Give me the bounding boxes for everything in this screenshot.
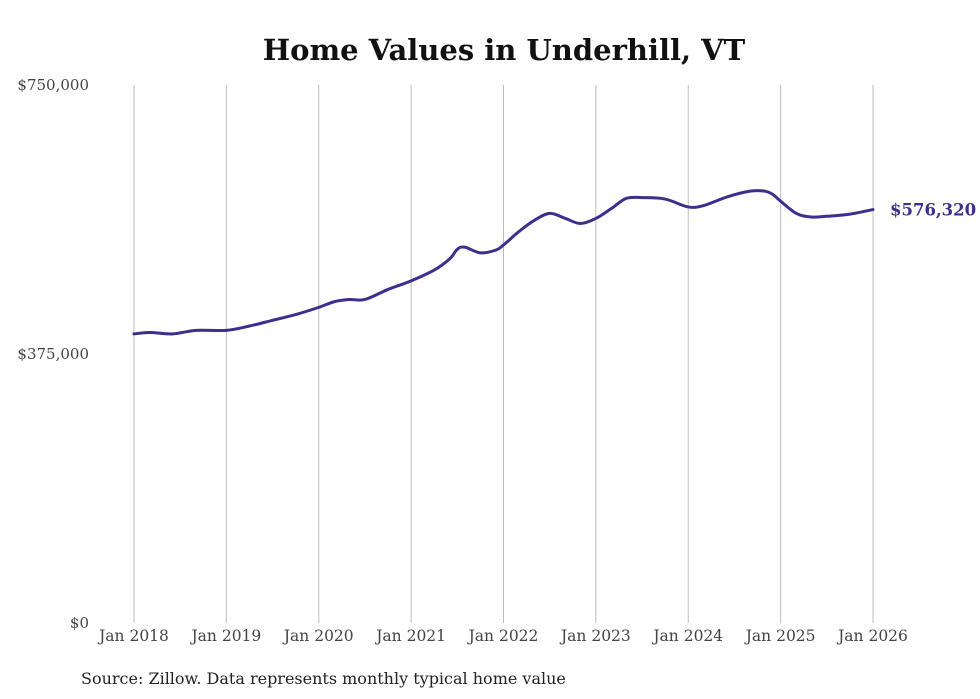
y-tick-label-1: $375,000 [17, 345, 89, 363]
y-tick-label-0: $0 [70, 614, 89, 632]
end-value-label: $576,320 [890, 201, 976, 220]
series-group [132, 189, 875, 336]
x-tick-label-6: Jan 2024 [651, 627, 723, 645]
x-tick-label-0: Jan 2018 [97, 627, 169, 645]
x-tick-label-2: Jan 2020 [282, 627, 354, 645]
x-tick-label-5: Jan 2023 [559, 627, 631, 645]
x-gridlines [133, 85, 874, 623]
x-axis-ticks: Jan 2018 Jan 2019 Jan 2020 Jan 2021 Jan 2022… [97, 627, 908, 645]
x-tick-label-1: Jan 2019 [189, 627, 261, 645]
source-note: Source: Zillow. Data represents monthly … [81, 669, 566, 688]
x-tick-label-7: Jan 2025 [744, 627, 816, 645]
x-tick-label-3: Jan 2021 [374, 627, 446, 645]
y-tick-label-2: $750,000 [17, 76, 89, 94]
x-tick-label-4: Jan 2022 [467, 627, 539, 645]
x-tick-label-8: Jan 2026 [836, 627, 908, 645]
y-axis-ticks: $0 $375,000 $750,000 [17, 76, 89, 632]
chart-title: Home Values in Underhill, VT [263, 33, 746, 67]
series-line-0 [132, 189, 875, 336]
